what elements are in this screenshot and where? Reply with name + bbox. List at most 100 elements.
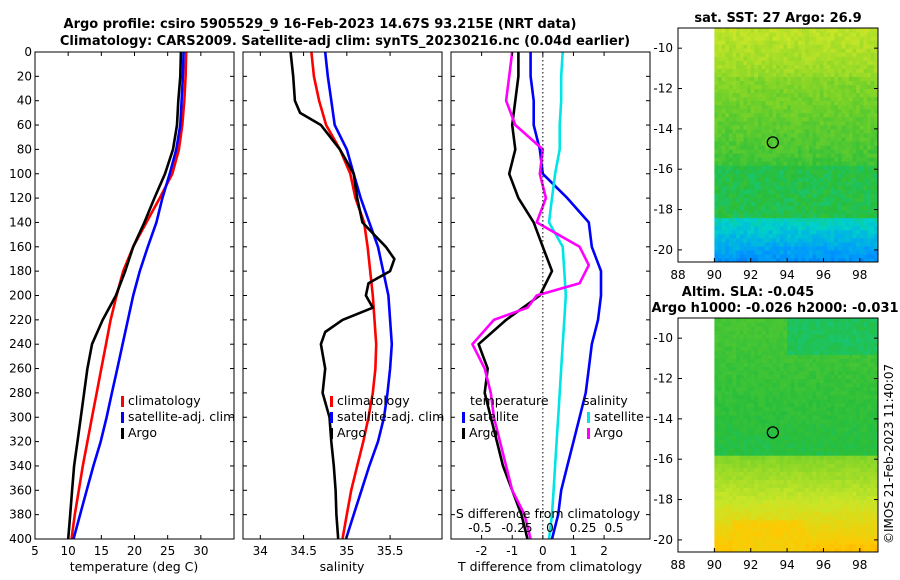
map-cell [732,511,737,517]
map-cell [779,100,784,106]
map-cell [768,229,774,235]
map-cell [732,28,737,33]
map-cell [794,76,799,81]
map-cell [758,145,763,150]
map-cell [827,193,832,198]
map-cell [739,459,744,464]
map-cell [830,459,835,464]
map-cell [841,145,846,150]
map-cell [721,52,726,57]
map-cell [856,229,861,235]
map-cell [787,108,792,114]
map-cell [743,439,748,444]
map-cell [827,92,832,98]
map-cell [768,44,774,49]
x-tick-label: 35 [339,544,354,558]
map-cell [754,128,759,134]
map-cell [859,193,864,198]
map-cell [787,406,792,412]
map-cell [863,173,868,178]
map-cell [721,390,726,396]
map-cell [758,149,763,154]
map-cell [761,258,766,262]
map-cell [827,165,832,170]
map-cell [801,443,806,448]
map-cell [779,197,784,202]
map-cell [801,68,806,73]
map-cell [827,169,832,174]
x-tick-label: 2 [600,544,608,558]
map-cell [714,44,719,49]
map-cell [721,418,726,424]
salinity-satellite-legend-swatch [587,412,590,423]
map-cell [827,539,832,545]
map-cell [765,523,770,529]
map-cell [765,410,770,416]
map-cell [848,96,854,102]
map-cell [874,209,878,215]
map-cell [827,245,832,251]
map-cell [794,511,799,517]
map-cell [848,205,854,211]
map-cell [725,390,730,396]
climatology-legend-swatch [121,396,124,407]
map-cell [772,366,777,371]
map-cell [783,358,788,363]
map-cell [732,40,737,45]
map-cell [834,406,839,412]
map-cell [816,84,821,90]
map-cell [834,173,839,178]
map-cell [805,435,810,440]
map-cell [718,169,723,174]
y-tick-label: 280 [9,386,32,400]
map-cell [718,116,723,122]
map-cell [765,487,770,492]
map-cell [721,116,726,122]
map-cell [808,503,814,509]
map-cell [819,258,824,262]
map-cell [808,475,814,480]
map-cell [725,439,730,444]
map-cell [827,161,832,166]
map-cell [816,76,821,81]
map-cell [772,459,777,464]
map-cell [725,511,730,517]
map-cell [841,249,846,255]
map-cell [805,459,810,464]
map-cell [739,467,744,472]
map-cell [801,386,806,392]
map-cell [761,237,766,243]
map-cell [765,153,770,158]
map-cell [721,60,726,65]
map-cell [743,229,748,235]
map-cell [725,64,730,69]
map-cell [754,177,759,182]
map-cell [823,358,828,363]
map-cell [743,467,748,472]
map-cell [754,346,759,351]
map-cell [823,32,828,37]
map-cell [728,422,734,428]
map-cell [859,84,864,90]
map-cell [805,318,810,323]
map-cell [812,362,817,367]
map-cell [848,108,854,114]
map-cell [834,76,839,81]
map-cell [754,173,759,178]
map-cell [743,455,748,460]
map-cell [721,136,726,142]
map-cell [736,177,741,182]
map-cell [758,258,763,262]
map-cell [838,330,843,335]
map-cell [750,354,755,359]
map-cell [874,28,878,33]
x-tick-label: 0 [539,544,547,558]
map-cell [812,431,817,436]
map-cell [787,173,792,178]
map-cell [732,181,737,186]
map-cell [827,378,832,384]
map-cell [783,426,788,432]
map-cell [794,463,799,468]
map-cell [830,322,835,327]
map-cell [805,44,810,49]
